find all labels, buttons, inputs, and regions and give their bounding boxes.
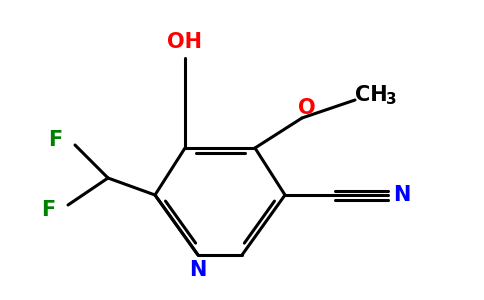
Text: CH: CH — [355, 85, 388, 105]
Text: F: F — [48, 130, 62, 150]
Text: 3: 3 — [386, 92, 396, 107]
Text: O: O — [298, 98, 316, 118]
Text: F: F — [41, 200, 55, 220]
Text: N: N — [393, 185, 410, 205]
Text: OH: OH — [167, 32, 202, 52]
Text: N: N — [189, 260, 207, 280]
